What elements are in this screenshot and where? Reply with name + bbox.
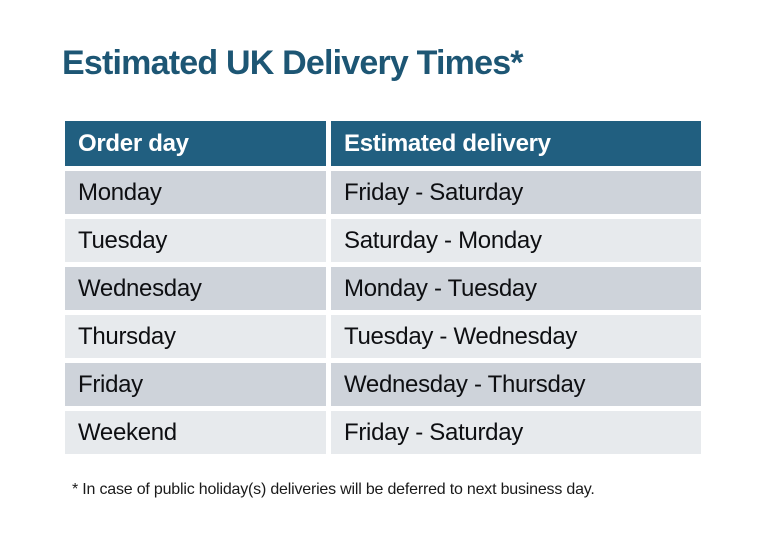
table-cell-estimated-delivery: Saturday - Monday bbox=[331, 219, 701, 262]
table-cell-estimated-delivery: Monday - Tuesday bbox=[331, 267, 701, 310]
table-cell-order-day: Thursday bbox=[65, 315, 326, 358]
column-header-estimated-delivery: Estimated delivery bbox=[331, 121, 701, 166]
table-cell-order-day: Friday bbox=[65, 363, 326, 406]
column-header-order-day: Order day bbox=[65, 121, 326, 166]
table-cell-estimated-delivery: Friday - Saturday bbox=[331, 411, 701, 454]
delivery-times-table: Order day Estimated delivery Monday Frid… bbox=[65, 121, 701, 454]
table-cell-estimated-delivery: Tuesday - Wednesday bbox=[331, 315, 701, 358]
table-cell-order-day: Weekend bbox=[65, 411, 326, 454]
footnote: * In case of public holiday(s) deliverie… bbox=[72, 481, 595, 498]
table-cell-order-day: Tuesday bbox=[65, 219, 326, 262]
table-cell-order-day: Monday bbox=[65, 171, 326, 214]
table-cell-estimated-delivery: Wednesday - Thursday bbox=[331, 363, 701, 406]
table-cell-estimated-delivery: Friday - Saturday bbox=[331, 171, 701, 214]
page-title: Estimated UK Delivery Times* bbox=[62, 44, 524, 82]
table-cell-order-day: Wednesday bbox=[65, 267, 326, 310]
